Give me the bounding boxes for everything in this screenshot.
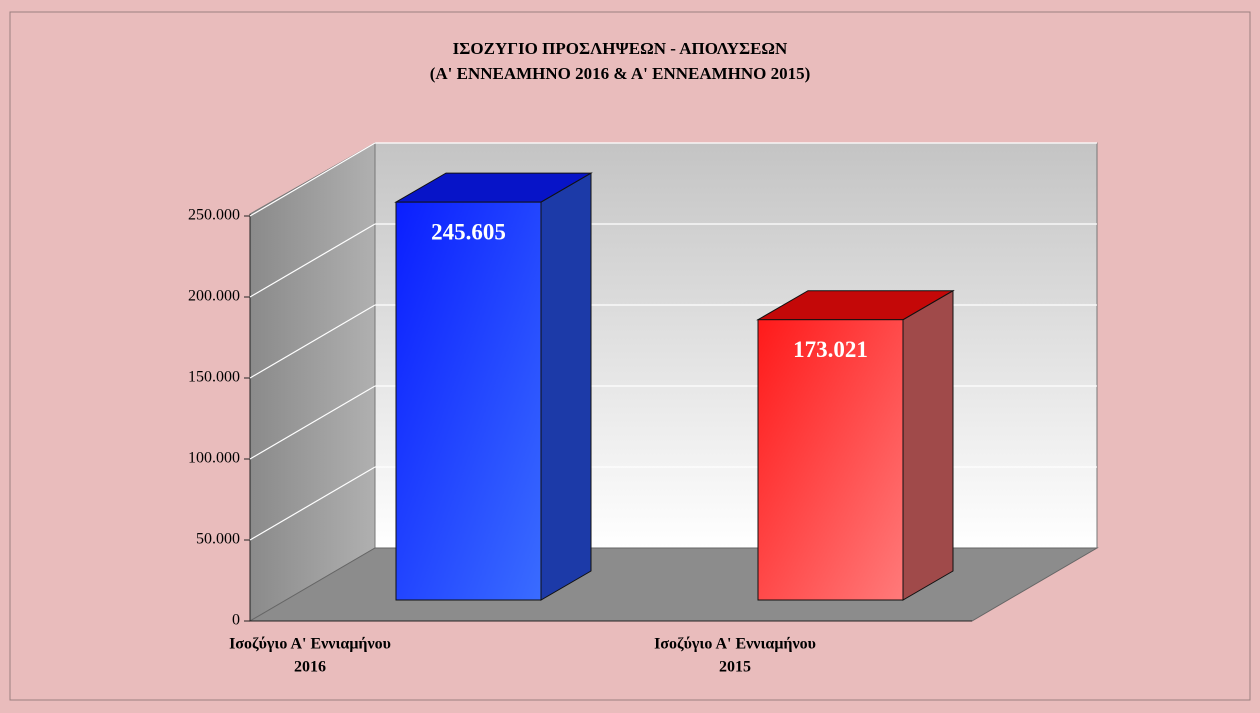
bars (394, 172, 955, 601)
chart-title: (Α' ΕΝΝΕΑΜΗΝΟ 2016 & Α' ΕΝΝΕΑΜΗΝΟ 2015) (430, 64, 811, 83)
y-tick-label: 50.000 (196, 531, 240, 548)
chart-title: ΙΣΟΖΥΓΙΟ ΠΡΟΣΛΗΨΕΩΝ - ΑΠΟΛΥΣΕΩΝ (453, 39, 788, 58)
data-label: 173.021 (793, 337, 868, 362)
bar-side (540, 172, 592, 601)
grid-line (249, 142, 376, 217)
frame (9, 11, 1251, 701)
x-tick-label: Ισοζύγιο Α' Εννιαμήνου (654, 636, 816, 653)
grid-line (249, 385, 376, 460)
y-tick-label: 0 (232, 612, 240, 629)
y-tick-label: 150.000 (188, 369, 240, 386)
y-tick-label: 100.000 (188, 450, 240, 467)
bar (757, 319, 904, 601)
data-label: 245.605 (431, 219, 506, 244)
y-tick-label: 200.000 (188, 288, 240, 305)
x-tick-label: 2015 (719, 659, 751, 676)
grid-line (249, 466, 376, 541)
bar (395, 201, 542, 601)
grid-line (249, 223, 376, 298)
floor (248, 547, 1099, 622)
x-tick-label: Ισοζύγιο Α' Εννιαμήνου (229, 636, 391, 653)
grid-line (249, 304, 376, 379)
side-wall (249, 142, 376, 622)
y-tick-label: 250.000 (188, 207, 240, 224)
bar-side (902, 289, 954, 601)
x-tick-label: 2016 (294, 659, 326, 676)
